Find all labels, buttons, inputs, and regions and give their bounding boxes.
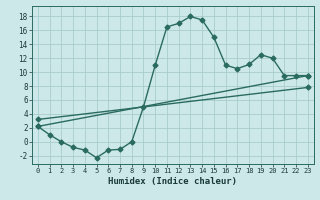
X-axis label: Humidex (Indice chaleur): Humidex (Indice chaleur) xyxy=(108,177,237,186)
